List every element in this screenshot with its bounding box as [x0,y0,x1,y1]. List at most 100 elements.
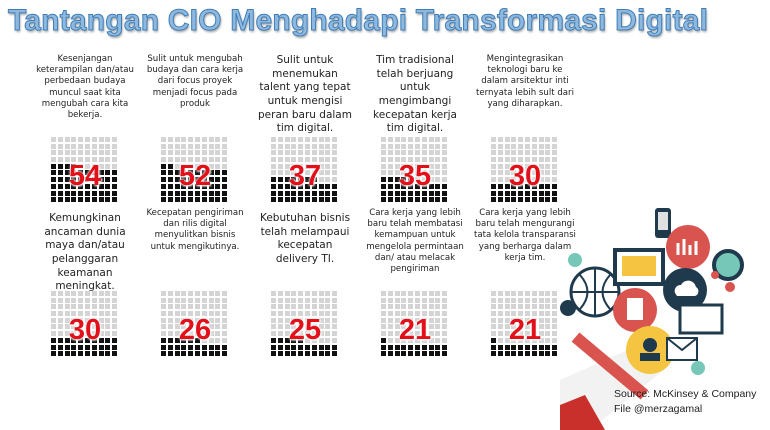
waffle-cell [408,317,414,323]
waffle-cell [435,311,441,317]
waffle-cell [84,143,90,149]
waffle-cell [91,311,97,317]
waffle-cell [408,150,414,156]
waffle-cell [174,183,180,189]
stat-description: Cara kerja yang lebih baru telah membata… [366,208,464,274]
waffle-cell [271,337,276,343]
waffle-cell [304,297,310,303]
waffle-cell [215,297,221,303]
waffle-cell [271,163,276,169]
waffle-cell [277,150,283,156]
waffle-cell [381,297,386,303]
waffle-cell [442,337,448,343]
waffle-cell [311,157,317,163]
waffle-cell [318,351,324,357]
waffle-cell [442,351,448,357]
waffle-cell [497,337,503,343]
waffle-cell [57,163,63,169]
waffle-cell [491,183,496,189]
stat-value: 21 [398,314,432,346]
waffle-cell [181,291,187,296]
waffle-cell [271,150,276,156]
waffle-cell [421,183,427,189]
waffle-cell [84,190,90,196]
waffle-cell [208,324,214,330]
waffle-cell [208,304,214,310]
waffle-cell [552,311,558,317]
waffle-cell [545,177,551,183]
waffle-cell [518,344,524,350]
waffle-cell [91,143,97,149]
waffle-cell [387,317,393,323]
waffle-grid [51,291,119,357]
waffle-cell [497,324,503,330]
waffle-cell [511,157,517,163]
waffle-cell [291,351,297,357]
waffle-cell [531,177,537,183]
waffle-cell [291,177,297,183]
waffle-cell [78,317,84,323]
waffle-cell [531,197,537,203]
waffle-cell [442,331,448,337]
waffle-cell [318,170,324,176]
waffle-cell [188,157,194,163]
waffle-cell [181,331,187,337]
waffle-cell [435,304,441,310]
waffle-cell [271,197,276,203]
waffle-cell [401,344,407,350]
waffle-cell [201,143,207,149]
waffle-cell [64,297,70,303]
waffle-cell [174,190,180,196]
waffle-cell [332,190,338,196]
waffle-cell [304,337,310,343]
waffle-cell [442,291,448,296]
waffle-cell [524,163,530,169]
waffle-cell [84,317,90,323]
waffle-cell [552,197,558,203]
waffle-grid [271,291,339,357]
waffle-cell [414,197,420,203]
waffle-cell [51,351,56,357]
waffle-cell [84,311,90,317]
waffle-cell [311,137,317,142]
waffle-cell [318,177,324,183]
waffle-cell [394,324,400,330]
waffle-cell [524,297,530,303]
waffle-cell [531,190,537,196]
waffle-cell [271,183,276,189]
waffle-cell [284,317,290,323]
waffle-cell [64,190,70,196]
waffle-cell [71,317,77,323]
waffle-cell [84,304,90,310]
waffle-cell [112,331,118,337]
waffle-cell [71,157,77,163]
waffle-cell [51,190,56,196]
waffle-cell [421,291,427,296]
waffle-cell [497,183,503,189]
waffle-cell [181,337,187,343]
waffle-cell [194,137,200,142]
waffle-cell [518,331,524,337]
waffle-cell [161,143,166,149]
waffle-cell [394,190,400,196]
waffle-cell [284,331,290,337]
waffle-cell [332,297,338,303]
waffle-cell [381,143,386,149]
waffle-cell [298,297,304,303]
waffle-cell [188,297,194,303]
waffle-cell [51,291,56,296]
waffle-cell [174,317,180,323]
waffle-cell [91,344,97,350]
waffle-cell [78,351,84,357]
waffle-cell [531,331,537,337]
waffle-cell [188,324,194,330]
waffle-cell [401,170,407,176]
waffle-cell [524,344,530,350]
waffle-cell [64,291,70,296]
waffle-cell [311,291,317,296]
waffle-cell [161,304,166,310]
waffle-cell [325,177,331,183]
waffle-cell [531,137,537,142]
waffle-cell [491,331,496,337]
waffle-cell [318,331,324,337]
